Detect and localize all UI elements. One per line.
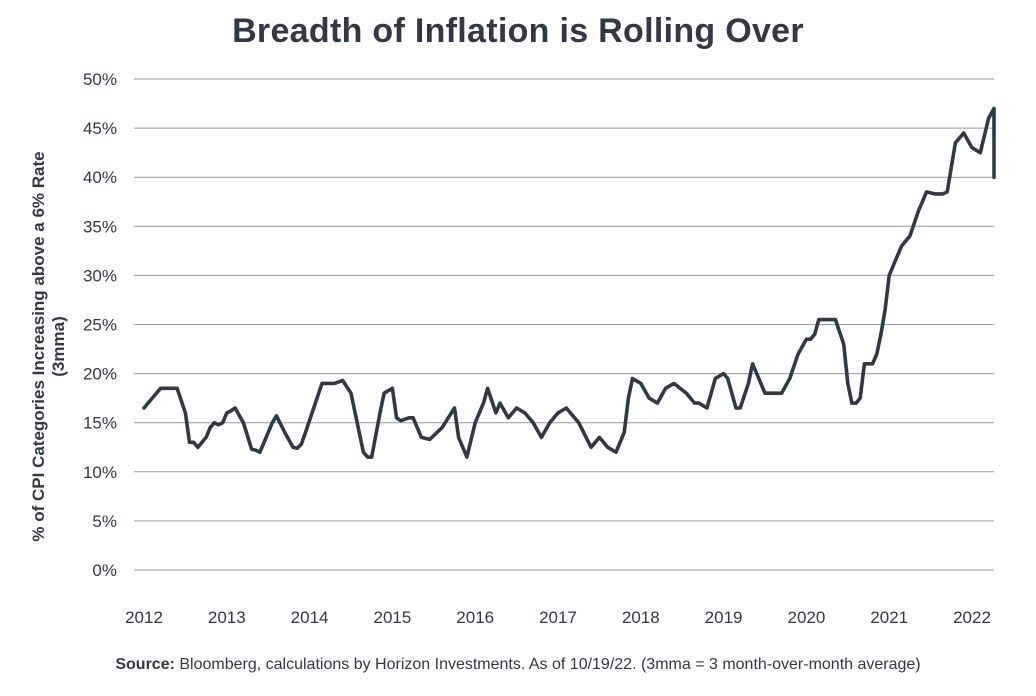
x-tick-label: 2013 [208, 608, 246, 627]
series-line-path [142, 106, 996, 459]
y-axis-title-line: % of CPI Categories Increasing above a 6… [29, 151, 48, 541]
x-tick-label: 2019 [705, 608, 743, 627]
x-tick-label: 2022 [953, 608, 991, 627]
series-line [142, 106, 996, 459]
y-tick-label: 45% [83, 119, 117, 138]
source-note: Source: Bloomberg, calculations by Horiz… [0, 656, 1036, 674]
y-tick-label: 35% [83, 217, 117, 236]
y-axis-tick-labels: 0% 5% 10% 15% 20% 25% 30% 35% 40% 45% 50% [83, 70, 117, 580]
y-tick-label: 10% [83, 463, 117, 482]
x-tick-label: 2020 [787, 608, 825, 627]
chart-title: Breadth of Inflation is Rolling Over [232, 12, 804, 50]
y-tick-label: 5% [92, 512, 117, 531]
line-chart: 0% 5% 10% 15% 20% 25% 30% 35% 40% 45% 50% 2012 2013… [29, 70, 996, 627]
source-label: Source: [115, 656, 175, 673]
gridlines [134, 78, 994, 571]
y-tick-label: 15% [83, 414, 117, 433]
x-tick-label: 2015 [373, 608, 411, 627]
y-tick-label: 50% [83, 70, 117, 89]
y-axis-title-line: (3mma) [49, 316, 68, 376]
x-axis-tick-labels: 2012 2013 2014 2015 2016 2017 2018 2019 2020 2021… [125, 608, 991, 627]
x-tick-label: 2016 [456, 608, 494, 627]
x-tick-label: 2012 [125, 608, 163, 627]
source-text: Bloomberg, calculations by Horizon Inves… [174, 656, 921, 673]
y-tick-label: 20% [83, 365, 117, 384]
x-tick-label: 2021 [870, 608, 908, 627]
y-tick-label: 40% [83, 168, 117, 187]
y-tick-label: 0% [92, 561, 117, 580]
x-tick-label: 2014 [291, 608, 329, 627]
x-tick-label: 2017 [539, 608, 577, 627]
y-axis-title: % of CPI Categories Increasing above a 6… [29, 151, 68, 541]
y-tick-label: 30% [83, 266, 117, 285]
y-tick-label: 25% [83, 316, 117, 335]
x-tick-label: 2018 [622, 608, 660, 627]
